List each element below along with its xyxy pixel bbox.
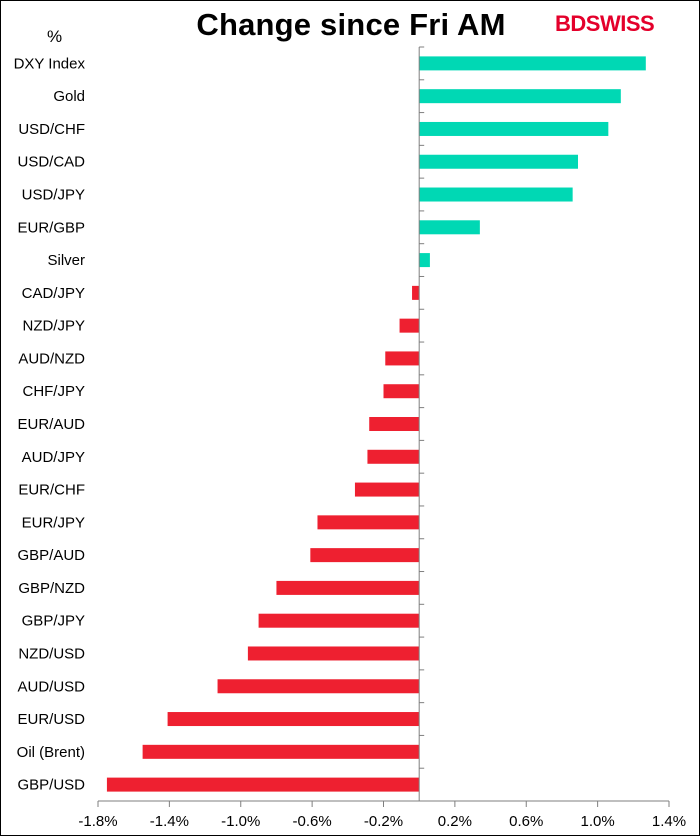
bar	[310, 548, 420, 563]
category-label: AUD/JPY	[22, 449, 85, 466]
x-tick-label: 1.0%	[581, 813, 615, 830]
category-label: EUR/CHF	[18, 482, 85, 499]
category-label: Silver	[47, 252, 85, 269]
bar	[419, 220, 480, 235]
category-label: NZD/JPY	[22, 318, 85, 335]
category-label: EUR/USD	[17, 711, 85, 728]
bar	[412, 285, 420, 300]
x-tick-label: 1.4%	[652, 813, 686, 830]
bar	[419, 121, 609, 136]
category-label: GBP/JPY	[22, 613, 85, 630]
category-label: DXY Index	[14, 55, 86, 72]
bar	[419, 56, 646, 71]
bar	[419, 154, 578, 169]
bar	[385, 351, 420, 366]
bar	[367, 449, 420, 464]
bar	[106, 777, 420, 792]
bar	[399, 318, 420, 333]
bar	[383, 384, 420, 399]
x-tick-label: -0.2%	[364, 813, 403, 830]
unit-label: %	[47, 27, 63, 46]
category-label: USD/CHF	[18, 121, 85, 138]
bar	[247, 646, 420, 661]
bar	[276, 580, 420, 595]
x-tick-label: 0.6%	[509, 813, 543, 830]
x-tick-label: -1.4%	[150, 813, 189, 830]
bar	[419, 253, 430, 268]
bar	[419, 89, 621, 104]
bar	[217, 679, 420, 694]
category-label: NZD/USD	[18, 645, 85, 662]
category-label: EUR/JPY	[22, 514, 85, 531]
x-tick-label: -1.8%	[78, 813, 117, 830]
chart-title: Change since Fri AM	[196, 7, 506, 42]
category-label: GBP/NZD	[18, 580, 85, 597]
bar	[419, 187, 573, 202]
category-label: CHF/JPY	[22, 383, 85, 400]
bar	[142, 744, 420, 759]
category-label: AUD/NZD	[18, 350, 85, 367]
brand-logo-part1: BD	[555, 11, 586, 36]
bar	[317, 515, 420, 530]
x-tick-label: 0.2%	[438, 813, 472, 830]
category-label: USD/CAD	[17, 154, 85, 171]
x-tick-label: -1.0%	[221, 813, 260, 830]
category-label: GBP/USD	[17, 777, 85, 794]
bar	[354, 482, 420, 497]
brand-logo-part2: SWISS	[585, 11, 655, 36]
category-label: USD/JPY	[22, 187, 85, 204]
category-label: EUR/GBP	[17, 219, 85, 236]
bar	[167, 712, 420, 727]
brand-logo: BDSWISS	[555, 11, 655, 37]
x-tick-label: -0.6%	[293, 813, 332, 830]
bar	[369, 417, 420, 431]
category-label: AUD/USD	[17, 678, 85, 695]
category-label: Gold	[53, 88, 85, 105]
category-label: Oil (Brent)	[17, 744, 85, 761]
bar	[258, 613, 420, 628]
category-label: CAD/JPY	[22, 285, 85, 302]
category-label: EUR/AUD	[17, 416, 85, 433]
category-label: GBP/AUD	[17, 547, 85, 564]
